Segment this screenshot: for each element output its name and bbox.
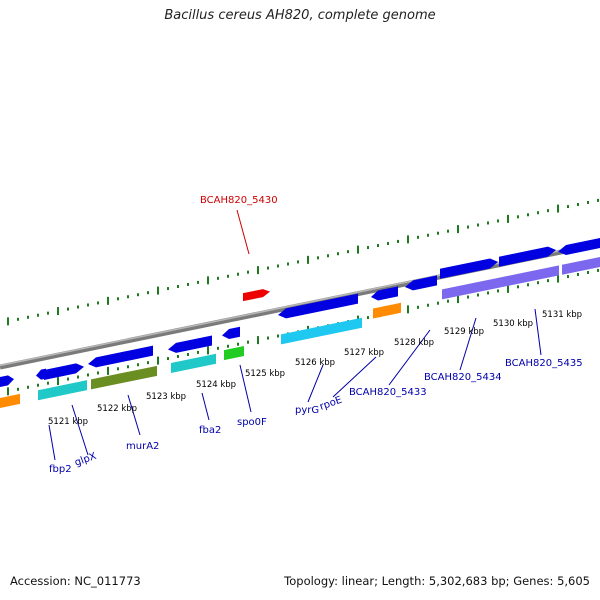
- gene-arrow[interactable]: [36, 368, 46, 381]
- kbp-label: 5121 kbp: [48, 417, 88, 427]
- kbp-label: 5131 kbp: [542, 310, 582, 320]
- gene-arrow[interactable]: [558, 236, 600, 257]
- gene-label[interactable]: pyrG: [295, 405, 319, 416]
- kbp-label: 5122 kbp: [97, 404, 137, 414]
- gene-label[interactable]: spo0F: [237, 417, 267, 428]
- kbp-label: 5128 kbp: [394, 338, 434, 348]
- feature-block[interactable]: [373, 302, 401, 319]
- accession-text: Accession: NC_011773: [10, 574, 141, 588]
- kbp-label: 5124 kbp: [196, 380, 236, 390]
- feature-block[interactable]: [281, 317, 362, 345]
- kbp-label: 5123 kbp: [146, 392, 186, 402]
- feature-block[interactable]: [442, 277, 500, 300]
- gene-arrow[interactable]: [44, 362, 84, 380]
- feature-block[interactable]: [38, 380, 87, 401]
- gene-label[interactable]: murA2: [126, 441, 159, 452]
- gene-label[interactable]: BCAH820_5433: [349, 387, 427, 398]
- kbp-label: 5130 kbp: [493, 319, 533, 329]
- feature-block[interactable]: [500, 265, 559, 288]
- gene-label[interactable]: rpoE: [318, 395, 343, 413]
- feature-block[interactable]: [224, 345, 244, 361]
- kbp-label: 5126 kbp: [295, 358, 335, 368]
- feature-block[interactable]: [171, 353, 216, 373]
- gene-arrow[interactable]: [278, 293, 358, 320]
- gene-arrow[interactable]: [168, 335, 212, 355]
- gene-label[interactable]: BCAH820_5434: [424, 372, 502, 383]
- gene-arrow[interactable]: [88, 345, 153, 369]
- gene-label[interactable]: BCAH820_5430: [200, 195, 278, 206]
- kbp-label: 5129 kbp: [444, 327, 484, 337]
- topology-text: Topology: linear; Length: 5,302,683 bp; …: [284, 574, 590, 588]
- genome-title: Bacillus cereus AH820, complete genome: [164, 8, 436, 23]
- gene-arrow[interactable]: [371, 286, 398, 302]
- gene-arrow[interactable]: [0, 374, 14, 389]
- gene-arrow[interactable]: [440, 257, 498, 279]
- kbp-label: 5127 kbp: [344, 348, 384, 358]
- upper-tick-track: [7, 198, 599, 326]
- feature-block[interactable]: [562, 255, 600, 275]
- gene-arrow-red[interactable]: [243, 288, 270, 302]
- gene-label[interactable]: BCAH820_5435: [505, 358, 583, 369]
- gene-arrow[interactable]: [499, 245, 556, 267]
- gene-label[interactable]: fba2: [199, 425, 221, 436]
- gene-arrow[interactable]: [405, 275, 437, 292]
- feature-block[interactable]: [0, 393, 20, 410]
- gene-label[interactable]: fbp2: [49, 464, 72, 475]
- feature-block[interactable]: [91, 365, 157, 390]
- gene-arrow[interactable]: [222, 326, 240, 341]
- gene-label[interactable]: glpX: [73, 451, 98, 469]
- kbp-label: 5125 kbp: [245, 369, 285, 379]
- label-leader-lines: [48, 209, 542, 461]
